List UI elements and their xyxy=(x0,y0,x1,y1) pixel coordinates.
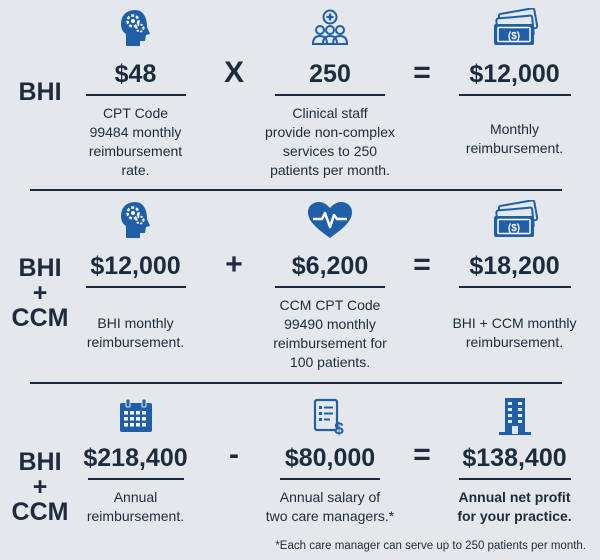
description-line: reimbursement. xyxy=(465,334,564,350)
heart-pulse-icon xyxy=(308,202,352,238)
row-label-line: BHI xyxy=(18,448,62,476)
row-label-line: + xyxy=(32,473,48,501)
equals-operator: = xyxy=(413,248,431,281)
term-underline xyxy=(458,94,571,96)
equals-operator: = xyxy=(413,56,431,89)
row-label-line: BHI xyxy=(18,78,62,106)
description-line: reimbursement xyxy=(88,143,183,159)
row-bhi-ccm-annual: BHI + CCM $218,400 Annual reimbursement.… xyxy=(0,384,600,560)
description-line: Annual net profit xyxy=(458,489,571,505)
section-divider xyxy=(30,189,562,191)
minus-operator: - xyxy=(229,438,239,471)
description-line: 100 patients. xyxy=(289,354,371,370)
term-value: 250 xyxy=(309,60,351,88)
term-value: $48 xyxy=(114,60,157,88)
description-line: reimbursement. xyxy=(86,508,185,524)
description-line: reimbursement for xyxy=(273,335,387,351)
description-line: for your practice. xyxy=(457,508,572,524)
term-value: $12,000 xyxy=(469,60,560,88)
description-line: Clinical staff xyxy=(292,105,368,121)
term-description: Annual salary of two care managers.* xyxy=(245,488,415,526)
term-value: $6,200 xyxy=(291,252,369,280)
term-underline xyxy=(275,286,385,288)
description-line: services to 250 xyxy=(282,143,378,159)
head-gears-icon xyxy=(120,202,150,238)
description-line: CPT Code xyxy=(102,105,169,121)
description-line: Annual xyxy=(113,489,158,505)
description-line: rate. xyxy=(121,162,150,178)
term-description: Monthly reimbursement. xyxy=(437,120,592,158)
svg-text:($): ($) xyxy=(507,223,519,234)
money-stack-icon: ($) xyxy=(493,200,538,237)
plus-operator: + xyxy=(225,248,243,281)
term-underline xyxy=(87,478,184,480)
row-label: BHI + CCM xyxy=(0,256,80,331)
description-line: BHI monthly xyxy=(97,315,174,331)
head-gears-icon xyxy=(120,10,150,46)
section-divider xyxy=(30,382,562,384)
term-underline xyxy=(458,286,571,288)
row-bhi-ccm-monthly: BHI + CCM $12,000 BHI monthly reimbursem… xyxy=(0,192,600,382)
term-value: $12,000 xyxy=(90,252,181,280)
description-line: BHI + CCM monthly xyxy=(452,315,577,331)
description-line: Monthly xyxy=(489,121,540,137)
description-line: reimbursement. xyxy=(465,140,564,156)
row-bhi: BHI $48 CPT Code 99484 monthly reimburse… xyxy=(0,0,600,190)
row-label-line: BHI xyxy=(18,254,62,282)
row-label: BHI + CCM xyxy=(0,450,80,525)
row-label-line: + xyxy=(32,279,48,307)
office-building-icon xyxy=(498,398,531,435)
svg-text:$: $ xyxy=(334,419,344,436)
description-line: provide non-complex xyxy=(265,124,395,140)
term-underline xyxy=(85,94,186,96)
description-line: 99490 monthly xyxy=(284,316,376,332)
description-line: CCM CPT Code xyxy=(279,297,381,313)
term-description: BHI monthly reimbursement. xyxy=(68,314,203,352)
term-description: Clinical staff provide non-complex servi… xyxy=(245,104,415,180)
term-description: CPT Code 99484 monthly reimbursement rat… xyxy=(68,104,203,180)
term-underline xyxy=(458,478,571,480)
term-value: $218,400 xyxy=(83,444,188,472)
term-description: CCM CPT Code 99490 monthly reimbursement… xyxy=(245,296,415,372)
term-description: Annual reimbursement. xyxy=(68,488,203,526)
description-line: patients per month. xyxy=(270,162,390,178)
row-label-line: CCM xyxy=(11,498,69,526)
term-description: BHI + CCM monthly reimbursement. xyxy=(437,314,592,352)
multiply-operator: X xyxy=(223,56,244,89)
equals-operator: = xyxy=(413,438,431,471)
row-label: BHI xyxy=(0,80,80,105)
term-description: Annual net profit for your practice. xyxy=(437,488,592,526)
term-underline xyxy=(280,478,380,480)
term-value: $18,200 xyxy=(469,252,560,280)
money-stack-icon: ($) xyxy=(493,8,538,45)
clinical-staff-icon xyxy=(311,9,349,45)
calendar-icon xyxy=(119,398,152,432)
description-line: Annual salary of xyxy=(279,489,381,505)
description-line: two care managers.* xyxy=(265,508,395,524)
svg-text:($): ($) xyxy=(507,31,519,42)
term-underline xyxy=(85,286,186,288)
row-label-line: CCM xyxy=(11,304,69,332)
description-line: reimbursement. xyxy=(86,334,185,350)
term-underline xyxy=(275,94,385,96)
description-line: 99484 monthly xyxy=(89,124,182,140)
term-value: $80,000 xyxy=(284,444,376,472)
salary-document-icon: $ xyxy=(313,398,344,436)
term-value: $138,400 xyxy=(462,444,567,472)
footnote: *Each care manager can serve up to 250 p… xyxy=(275,540,586,552)
